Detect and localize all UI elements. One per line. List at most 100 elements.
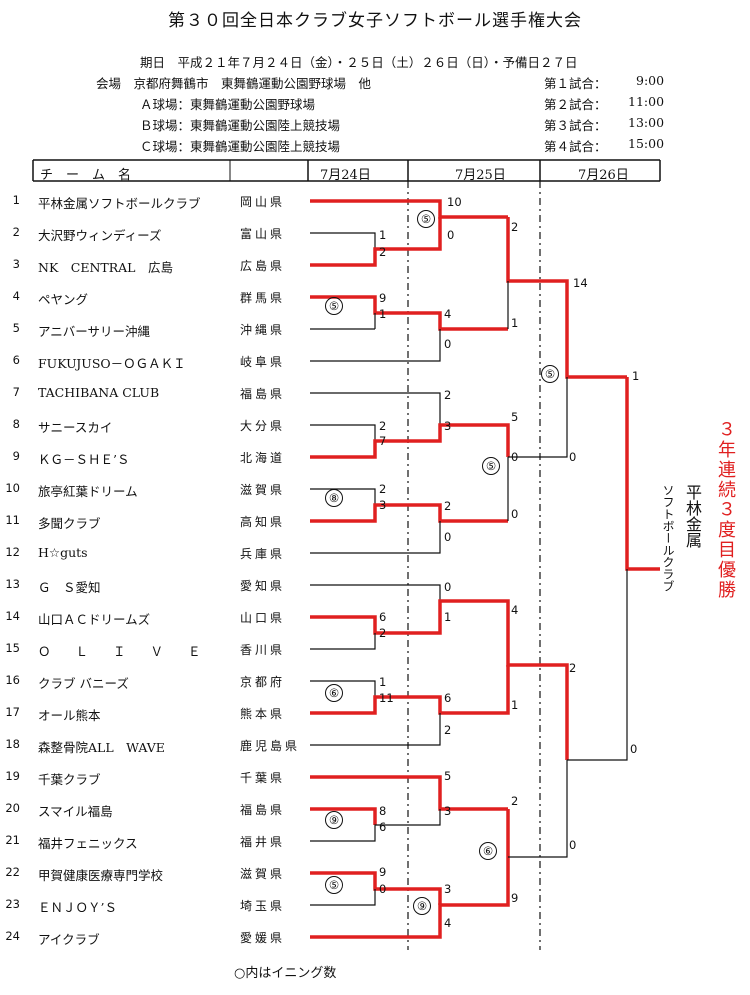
- score-label: 2: [379, 419, 387, 433]
- team-name: アイクラブ: [38, 932, 100, 947]
- team-number: 3: [12, 257, 20, 271]
- score-label: 10: [447, 195, 462, 209]
- score-label: 1: [379, 675, 387, 689]
- team-number: 6: [12, 353, 20, 367]
- team-number: 16: [5, 673, 20, 687]
- team-prefecture: 香川県: [240, 643, 286, 657]
- winner-path: [310, 775, 508, 811]
- score-label: 0: [447, 228, 455, 242]
- innings-label: ⑥: [325, 684, 343, 702]
- team-name: 甲賀健康医療専門学校: [38, 868, 164, 883]
- score-label: 0: [511, 450, 519, 464]
- score-label: 9: [379, 291, 387, 305]
- score-label: 2: [444, 499, 452, 513]
- team-prefecture: 岐阜県: [240, 355, 286, 369]
- score-label: 0: [379, 882, 387, 896]
- team-name: 平林金属ソフトボールクラブ: [38, 196, 201, 211]
- score-label: 2: [444, 388, 452, 402]
- team-name: 大沢野ウィンディーズ: [38, 228, 162, 243]
- team-name: 多聞クラブ: [38, 516, 101, 531]
- schedule-time-2: 11:00: [628, 94, 665, 109]
- winner-path: [310, 217, 442, 267]
- team-name: オール熊本: [38, 708, 101, 723]
- team-name: Ｇ Ｓ愛知: [38, 580, 101, 595]
- team-name: H☆guts: [38, 545, 88, 560]
- schedule-label-4: 第４試合：: [544, 139, 607, 154]
- score-label: 2: [379, 482, 387, 496]
- team-number: 11: [5, 513, 20, 527]
- team-prefecture: 広島県: [240, 259, 286, 273]
- team-prefecture: 山口県: [240, 611, 286, 625]
- champion-subname: ソフトボールクラブ: [661, 484, 675, 592]
- innings-label: ⑤: [482, 457, 500, 475]
- team-prefecture: 千葉県: [240, 771, 286, 785]
- team-prefecture: 高知県: [240, 515, 286, 529]
- score-label: 9: [379, 865, 387, 879]
- winner-path: [506, 217, 627, 379]
- loser-path: [310, 680, 376, 697]
- schedule-time-4: 15:00: [628, 136, 665, 151]
- score-label: 3: [444, 419, 452, 433]
- loser-path: [310, 584, 441, 601]
- team-number: 10: [5, 481, 20, 495]
- team-number: 19: [5, 769, 20, 783]
- innings-label: ⑤: [541, 365, 559, 383]
- field-a: Ａ球場：東舞鶴運動公園野球場: [140, 97, 316, 112]
- team-prefecture: 熊本県: [240, 707, 286, 721]
- loser-path: [310, 713, 441, 746]
- score-label: 0: [569, 450, 577, 464]
- winner-path: [310, 295, 508, 331]
- team-number: 22: [5, 865, 20, 879]
- team-prefecture: 沖縄県: [240, 323, 286, 337]
- team-number: 9: [12, 449, 20, 463]
- score-label: 2: [379, 245, 387, 259]
- score-label: 1: [511, 316, 519, 330]
- score-label: 0: [444, 530, 452, 544]
- team-number: 15: [5, 641, 20, 655]
- champion-label: ３年連続３度目優勝: [715, 420, 736, 600]
- score-label: 3: [444, 804, 452, 818]
- score-label: 2: [511, 220, 519, 234]
- schedule-time-3: 13:00: [628, 115, 665, 130]
- champion-name: 平林金属: [683, 484, 702, 548]
- team-prefecture: 福島県: [240, 387, 286, 401]
- score-label: 0: [569, 838, 577, 852]
- dates-line: 期日 平成２１年７月２４日（金）・２５日（土）２６日（日）・予備日２７日: [140, 55, 578, 70]
- team-prefecture: 埼玉県: [240, 899, 286, 913]
- schedule-time-1: 9:00: [636, 73, 665, 88]
- score-label: 9: [511, 891, 519, 905]
- footnote: ○内はイニング数: [234, 966, 337, 981]
- team-number: 20: [5, 801, 20, 815]
- winner-path: [310, 665, 510, 715]
- field-c: Ｃ球場：東舞鶴運動公園陸上競技場: [140, 139, 341, 154]
- innings-label: ⑨: [413, 897, 431, 915]
- field-b: Ｂ球場：東舞鶴運動公園陸上競技場: [140, 118, 341, 133]
- loser-path: [310, 889, 376, 906]
- team-name: スマイル福島: [38, 804, 113, 819]
- team-column-header: チ ー ム 名: [40, 168, 132, 183]
- team-prefecture: 鹿児島県: [240, 739, 301, 753]
- winner-path: [310, 199, 508, 219]
- team-prefecture: 群馬県: [240, 291, 286, 305]
- score-label: 1: [511, 698, 519, 712]
- score-label: 8: [379, 804, 387, 818]
- team-name: TACHIBANA CLUB: [38, 385, 160, 400]
- team-number: 7: [12, 385, 20, 399]
- score-label: 1: [379, 228, 387, 242]
- team-number: 2: [12, 225, 20, 239]
- winner-path: [310, 809, 510, 939]
- score-label: 1: [379, 307, 387, 321]
- team-prefecture: 福井県: [240, 835, 286, 849]
- team-number: 8: [12, 417, 20, 431]
- loser-path: [310, 521, 441, 554]
- team-name: ＥＮＪＯＹ’Ｓ: [38, 900, 117, 915]
- team-name: アニバーサリー沖縄: [38, 324, 151, 339]
- venue-line: 会場 京都府舞鶴市 東舞鶴運動公園野球場 他: [96, 76, 372, 91]
- winner-path: [310, 807, 377, 825]
- date-header-day1: 7月24日: [320, 168, 371, 183]
- team-name: ＫＧ－ＳＨＥ’Ｓ: [38, 452, 130, 467]
- team-name: ペヤング: [38, 292, 89, 307]
- score-label: 2: [444, 723, 452, 737]
- loser-path: [567, 569, 628, 761]
